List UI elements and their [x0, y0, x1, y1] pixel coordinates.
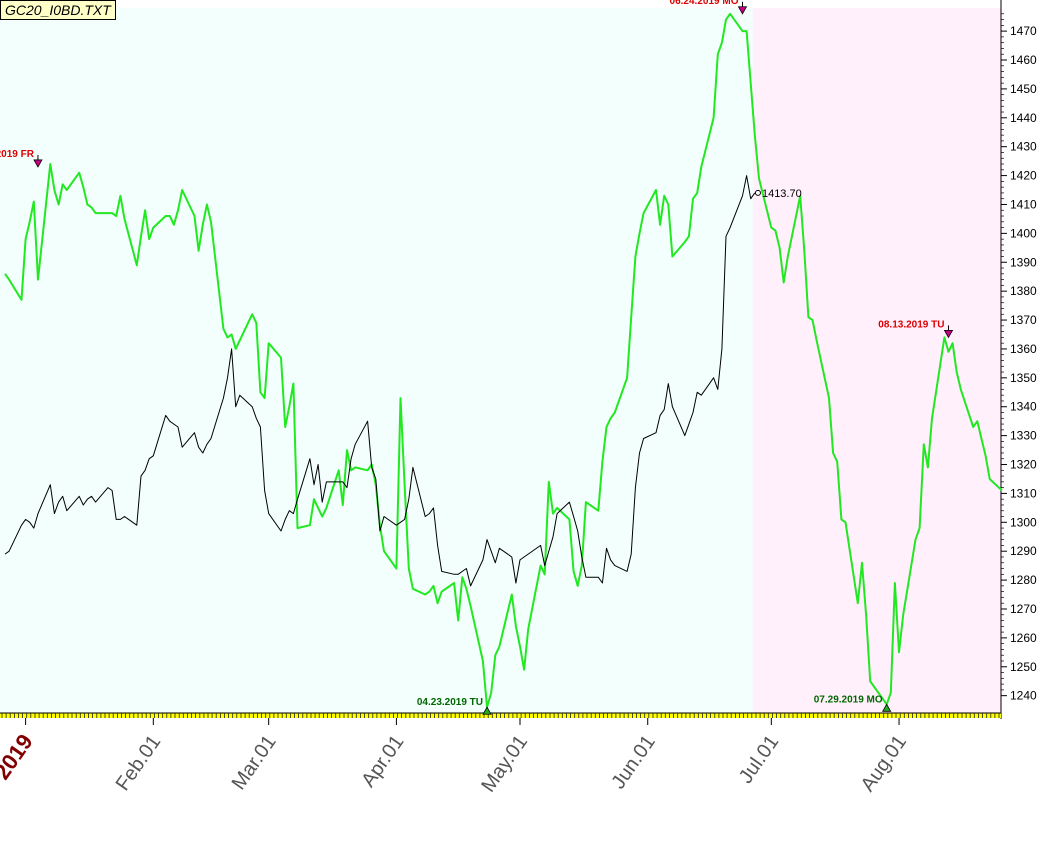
x-axis-strip: [0, 712, 1001, 718]
last-value-marker: [754, 189, 761, 196]
peak-label: 08.13.2019 TU: [878, 319, 944, 330]
y-tick-label: 1370: [1010, 313, 1037, 327]
file-name-label: GC20_I0BD.TXT: [0, 0, 116, 20]
month-label: Aug.01: [857, 731, 911, 796]
y-tick-label: 1330: [1010, 429, 1037, 443]
peak-marker-icon: [943, 329, 954, 339]
y-tick-label: 1430: [1010, 140, 1037, 154]
trough-marker-icon: [881, 703, 892, 712]
series-line-green: [4, 12, 1003, 709]
y-tick-label: 1240: [1010, 689, 1037, 703]
y-tick-label: 1410: [1010, 197, 1037, 211]
y-tick-label: 1380: [1010, 284, 1037, 298]
series-layer: 1413.70: [4, 12, 1003, 709]
panel-background: [0, 8, 753, 713]
y-tick-label: 1310: [1010, 486, 1037, 500]
last-value-label: 1413.70: [762, 188, 802, 200]
month-label: Jul.01: [735, 731, 784, 787]
y-tick-label: 1450: [1010, 82, 1037, 96]
trough-label: 04.23.2019 TU: [417, 697, 483, 708]
x-axis-labels: 2019 Feb.01 Mar.01 Apr.01 May.01 Jun.01 Jul.01…: [0, 718, 911, 796]
y-tick-label: 1340: [1010, 400, 1037, 414]
month-label: May.01: [477, 731, 532, 796]
y-tick-label: 1290: [1010, 544, 1037, 558]
y-tick-label: 1270: [1010, 602, 1037, 616]
peak-label: 06.24.2019 MO: [670, 0, 739, 7]
y-tick-label: 1280: [1010, 573, 1037, 587]
month-label: Apr.01: [357, 731, 408, 791]
y-tick-label: 1250: [1010, 660, 1037, 674]
peak-marker-icon: [737, 6, 748, 15]
y-tick-label: 1390: [1010, 255, 1037, 269]
month-label: Mar.01: [228, 731, 281, 794]
peak-marker-icon: [33, 159, 43, 168]
y-tick-label: 1320: [1010, 458, 1037, 472]
y-tick-label: 1300: [1010, 515, 1037, 529]
y-tick-label: 1440: [1010, 111, 1037, 125]
peak-label: .2019 FR: [0, 149, 35, 160]
y-tick-label: 1350: [1010, 371, 1037, 385]
series-line-black: [4, 175, 756, 587]
trough-marker-icon: [482, 706, 492, 715]
y-tick-label: 1460: [1010, 53, 1037, 67]
year-label: 2019: [0, 730, 38, 784]
y-tick-label: 1400: [1010, 226, 1037, 240]
y-tick-label: 1360: [1010, 342, 1037, 356]
y-tick-label: 1470: [1010, 24, 1037, 38]
highlight-region: [752, 8, 1001, 713]
y-tick-label: 1420: [1010, 169, 1037, 183]
y-tick-label: 1260: [1010, 631, 1037, 645]
plot-background: [0, 0, 1002, 719]
trough-label: 07.29.2019 MO: [814, 694, 883, 705]
month-label: Jun.01: [607, 731, 659, 793]
annotation-layer: .2019 FR 06.24.2019 MO 08.13.2019 TU 04.23.…: [0, 0, 954, 715]
y-axis: 1240 1250 1260 1270 1280 1290 1300 1310 1320 1330…: [1001, 13, 1037, 703]
month-label: Feb.01: [112, 731, 166, 795]
